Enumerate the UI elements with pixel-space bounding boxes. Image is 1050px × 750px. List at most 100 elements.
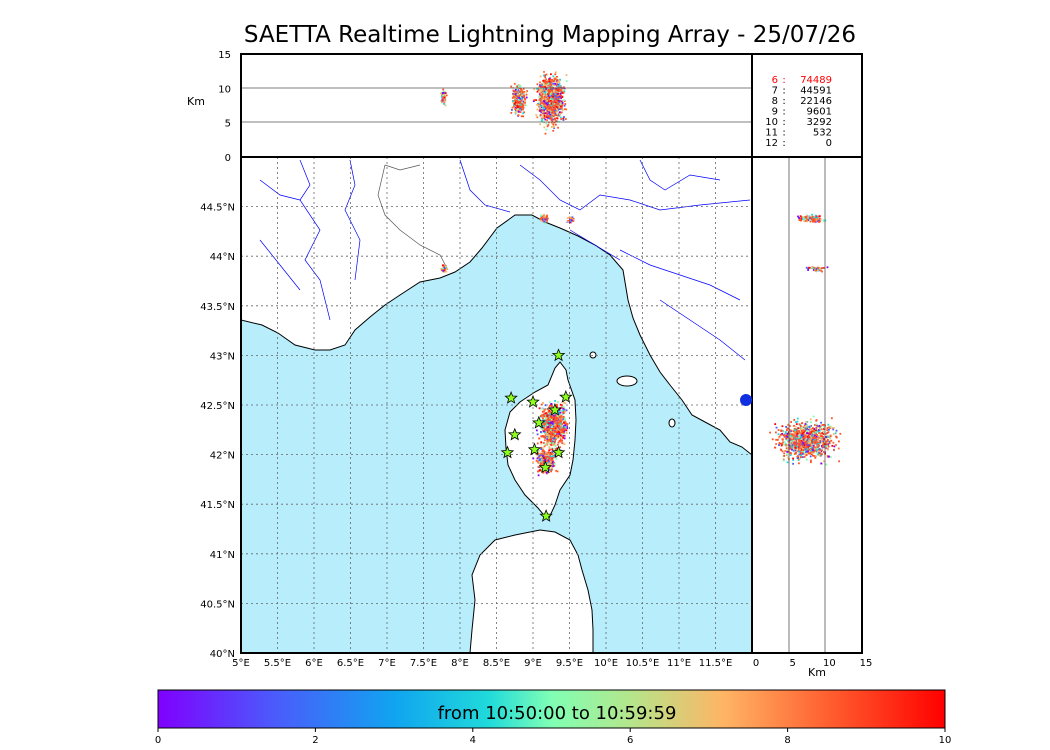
lightning-point (541, 448, 544, 451)
lightning-point (556, 406, 558, 409)
lightning-point (536, 103, 538, 106)
lightning-point (514, 99, 516, 102)
lightning-point (548, 432, 551, 435)
lightning-point (546, 114, 548, 117)
lightning-point (548, 99, 551, 102)
lightning-point (822, 433, 825, 435)
lightning-point (821, 445, 823, 447)
lightning-point (775, 426, 778, 429)
lightning-point (442, 98, 445, 101)
lightning-point (545, 128, 548, 131)
lightning-point (805, 435, 807, 438)
lightning-point (516, 104, 518, 107)
lightning-point (554, 445, 557, 447)
lightning-point (553, 437, 556, 440)
lightning-point (808, 445, 811, 447)
lightning-point (536, 457, 539, 460)
station-count-value: 0 (826, 138, 832, 149)
lightning-point (540, 99, 543, 102)
lightning-point (781, 425, 784, 428)
lightning-point (793, 424, 795, 427)
lightning-point (554, 400, 556, 402)
lightning-point (442, 88, 445, 91)
lightning-point (817, 267, 820, 270)
lightning-point (556, 113, 559, 116)
lightning-point (563, 421, 565, 424)
lightning-point (540, 463, 542, 465)
lightning-point (806, 432, 808, 435)
lightning-point (515, 110, 517, 113)
lightning-point (521, 94, 523, 96)
lightning-point (805, 424, 807, 427)
lightning-point (818, 451, 821, 454)
lightning-point (790, 433, 793, 436)
lightning-point (544, 404, 547, 407)
lightning-point (553, 453, 556, 456)
lightning-point (552, 87, 554, 90)
lightning-point (805, 451, 807, 453)
lightning-point (825, 443, 827, 446)
lightning-point (552, 417, 555, 419)
lightning-point (548, 428, 550, 431)
lightning-point (809, 452, 812, 455)
lightning-point (563, 408, 566, 411)
lightning-point (557, 421, 560, 424)
lightning-point (548, 414, 551, 416)
lightning-point (555, 76, 558, 79)
lightning-point (552, 465, 555, 468)
right-panel-frame (751, 156, 863, 654)
lightning-point (564, 402, 567, 405)
lightning-point (554, 89, 557, 92)
lightning-point (800, 449, 802, 451)
lightning-point (550, 102, 552, 105)
lightning-point (520, 99, 522, 101)
lightning-point (549, 88, 552, 91)
lightning-point (546, 125, 549, 128)
lightning-point (547, 418, 550, 421)
lightning-point (794, 446, 797, 449)
lightning-point (539, 101, 542, 104)
lightning-point (547, 414, 550, 416)
lightning-point (550, 421, 552, 424)
lightning-point (792, 462, 794, 465)
lightning-point (545, 94, 548, 97)
lightning-point (798, 431, 801, 433)
lightning-point (564, 410, 566, 413)
station-count-separator: : (782, 96, 785, 107)
lightning-point (551, 431, 554, 434)
lightning-point (829, 426, 832, 428)
lightning-point (552, 437, 554, 440)
lightning-point (803, 456, 806, 458)
lightning-point (790, 434, 793, 437)
lightning-point (540, 455, 543, 458)
lightning-point (548, 115, 551, 117)
lightning-point (536, 116, 539, 119)
lightning-point (820, 462, 823, 465)
lightning-point (516, 85, 519, 88)
lightning-point (819, 432, 822, 435)
lightning-point (558, 429, 561, 432)
lightning-point (555, 109, 557, 112)
lightning-point (820, 436, 822, 439)
lightning-point (554, 101, 557, 104)
lightning-point (804, 439, 807, 441)
lightning-point (547, 422, 550, 425)
lightning-point (799, 448, 801, 451)
lightning-point (796, 456, 799, 458)
lightning-point (801, 448, 803, 451)
lightning-point (552, 461, 554, 463)
lightning-point (547, 105, 549, 108)
lightning-point (793, 432, 795, 435)
lightning-point (547, 457, 550, 460)
lightning-point (512, 95, 515, 98)
lightning-point (790, 445, 793, 448)
lightning-point (556, 428, 559, 431)
lightning-point (554, 118, 556, 121)
lightning-point (444, 92, 447, 94)
lightning-point (562, 431, 564, 433)
lightning-point (811, 427, 814, 429)
lightning-point (548, 468, 551, 471)
lightning-point (551, 429, 554, 432)
lightning-point (804, 453, 806, 456)
lightning-point (810, 442, 813, 444)
